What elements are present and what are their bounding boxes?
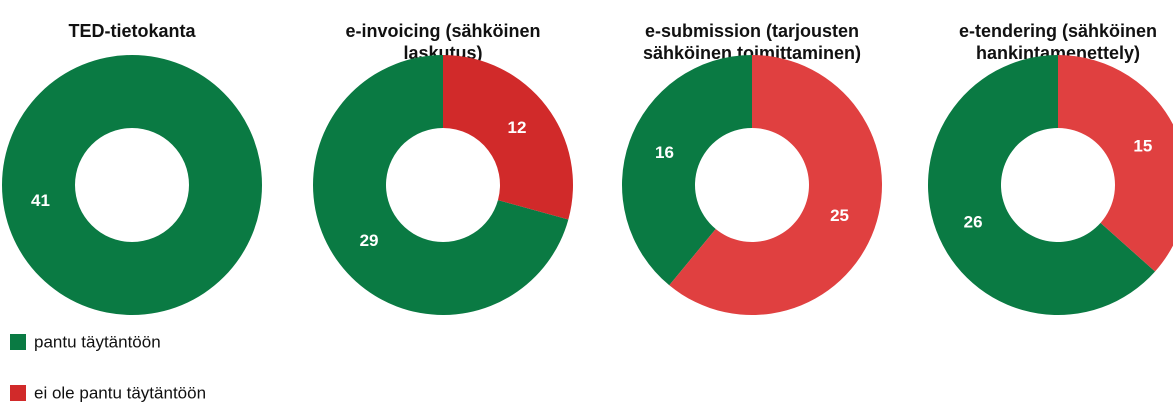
donut-segment <box>443 55 573 220</box>
chart-title: hankintamenettely) <box>976 43 1140 63</box>
chart-title: sähköinen toimittaminen) <box>643 43 861 63</box>
data-label: 25 <box>830 206 849 225</box>
donut-segment <box>2 55 263 315</box>
data-label: 15 <box>1133 136 1152 155</box>
data-label: 16 <box>655 143 674 162</box>
donut-segment <box>669 55 882 315</box>
donut-segment <box>927 55 1156 316</box>
legend-label: ei ole pantu täytäntöön <box>34 383 206 402</box>
data-label: 12 <box>508 118 527 137</box>
legend-swatch <box>10 385 26 401</box>
chart-title: e-tendering (sähköinen <box>959 21 1157 41</box>
data-label: 29 <box>360 231 379 250</box>
chart-title: TED-tietokanta <box>68 21 196 41</box>
donut-segment <box>313 55 569 316</box>
legend-label: pantu täytäntöön <box>34 332 161 351</box>
chart-title: e-submission (tarjousten <box>645 21 859 41</box>
legend-swatch <box>10 334 26 350</box>
data-label: 26 <box>964 213 983 232</box>
data-label: 41 <box>31 191 50 210</box>
chart-title: e-invoicing (sähköinen <box>345 21 540 41</box>
donut-segment <box>1058 55 1173 272</box>
donut-segment <box>621 55 752 286</box>
